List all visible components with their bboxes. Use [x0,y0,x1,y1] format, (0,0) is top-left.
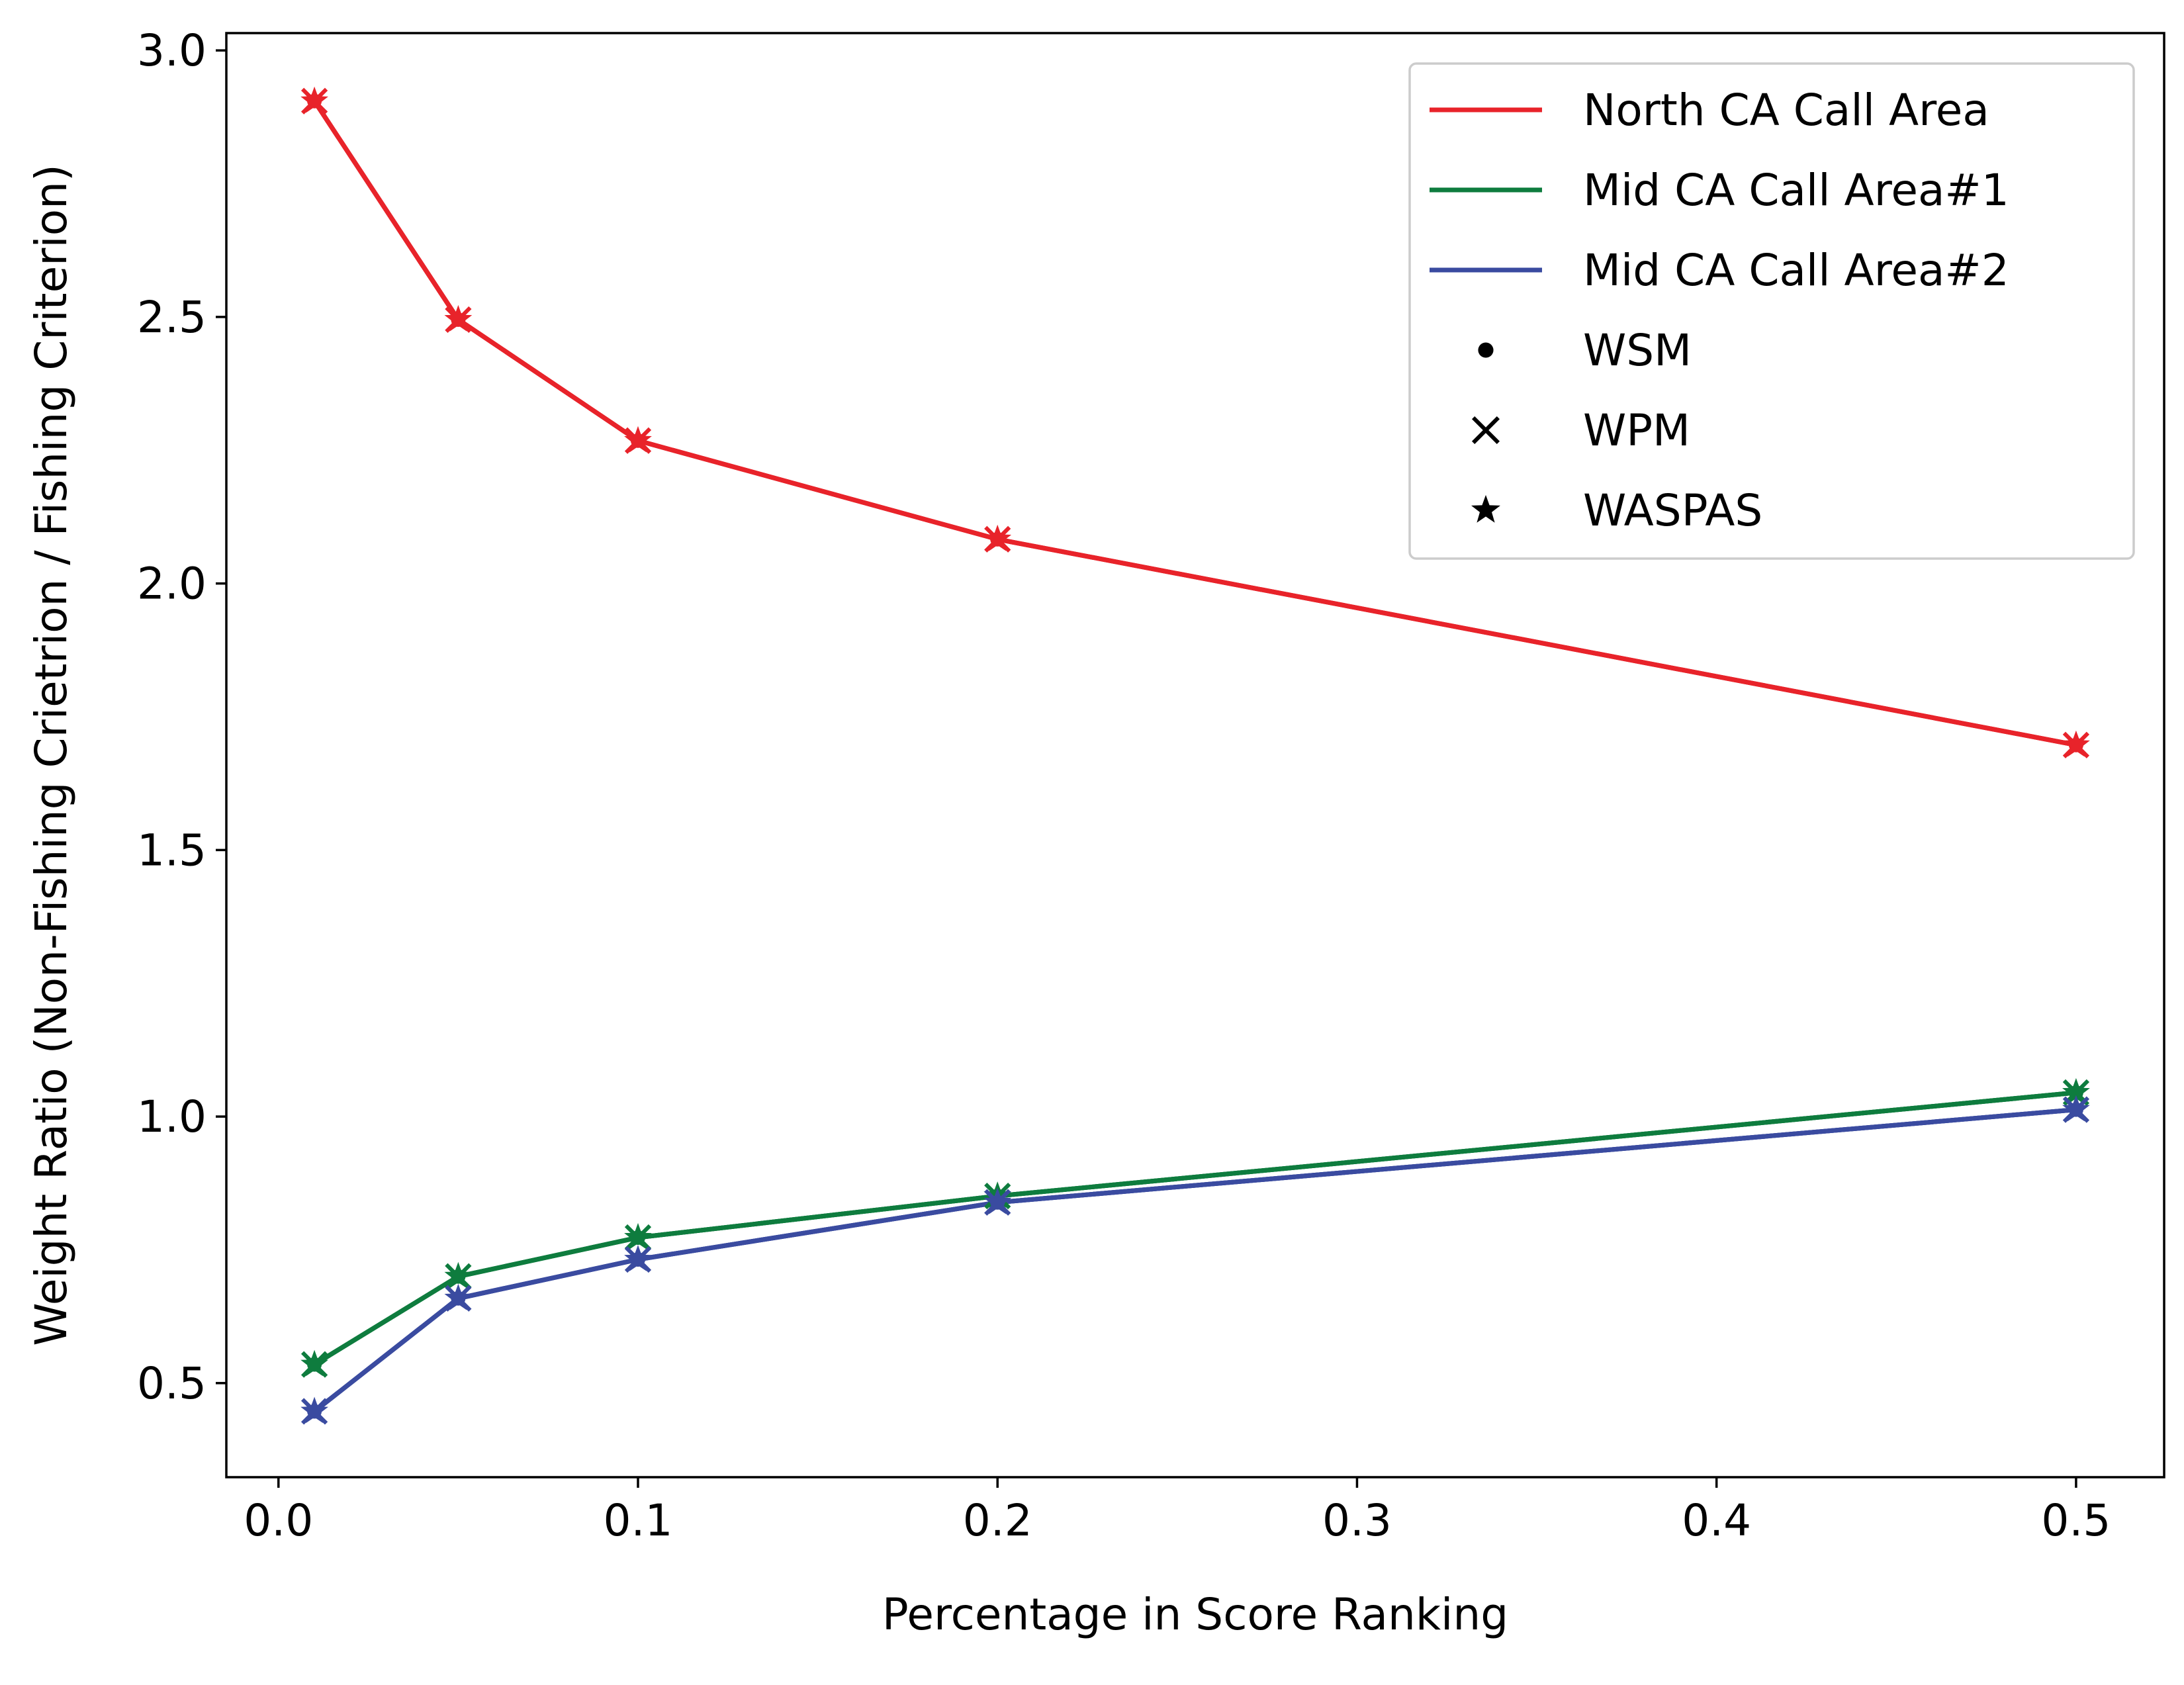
dot-icon [1478,342,1494,358]
data-point-2-waspas [624,1222,652,1250]
legend-label: Mid CA Call Area#1 [1583,165,2009,216]
x-axis: 0.0 0.1 0.2 0.3 0.4 0.5 [244,1477,2111,1546]
y-tick-label: 3.0 [137,25,206,76]
legend-label: WSM [1583,325,1692,376]
x-tick-label: 0.4 [1682,1495,1751,1546]
x-tick-label: 0.3 [1322,1495,1392,1546]
x-tick-label: 0.1 [604,1495,673,1546]
x-axis-label: Percentage in Score Ranking [882,1589,1508,1640]
y-tick-label: 0.5 [137,1358,206,1409]
data-point-2-waspas [2062,1077,2090,1105]
data-point-3-waspas [983,1187,1012,1214]
legend-label: North CA Call Area [1583,85,1989,136]
x-tick-label: 0.0 [244,1495,313,1546]
data-point-1-waspas [2062,730,2090,757]
legend-label: WASPAS [1583,485,1762,536]
plot-area-frame [225,32,2165,1479]
legend-box [1408,62,2135,560]
cross-icon [1471,416,1500,445]
data-point-2-waspas [444,1261,473,1289]
data-point-3-waspas [2062,1095,2090,1122]
data-point-3-waspas [444,1283,473,1310]
data-point-1-waspas [983,524,1012,551]
y-axis: 0.5 1.0 1.5 2.0 2.5 3.0 [137,25,226,1409]
legend: North CA Call Area Mid CA Call Area#1 Mid … [1408,62,2135,560]
x-tick-label: 0.2 [963,1495,1032,1546]
data-point-2-waspas [300,1349,328,1377]
data-point-1-waspas [444,304,473,332]
star-icon [1471,494,1500,523]
y-tick-label: 1.0 [137,1091,206,1142]
x-tick-label: 0.5 [2041,1495,2111,1546]
data-point-3-waspas [624,1245,652,1271]
plot-markers [300,86,2090,1425]
y-tick-label: 2.0 [137,559,206,610]
legend-label: WPM [1583,405,1690,456]
y-tick-label: 2.5 [137,292,206,343]
y-axis-label: Weight Ratio (Non-Fishing Crietrion / Fi… [26,164,77,1345]
data-point-1-waspas [624,426,652,453]
legend-label: Mid CA Call Area#2 [1583,245,2009,296]
data-point-1-waspas [300,86,328,113]
data-point-3-waspas [300,1396,328,1424]
y-tick-label: 1.5 [137,825,206,876]
legend-entries: North CA Call Area Mid CA Call Area#1 Mid … [1430,85,2009,536]
